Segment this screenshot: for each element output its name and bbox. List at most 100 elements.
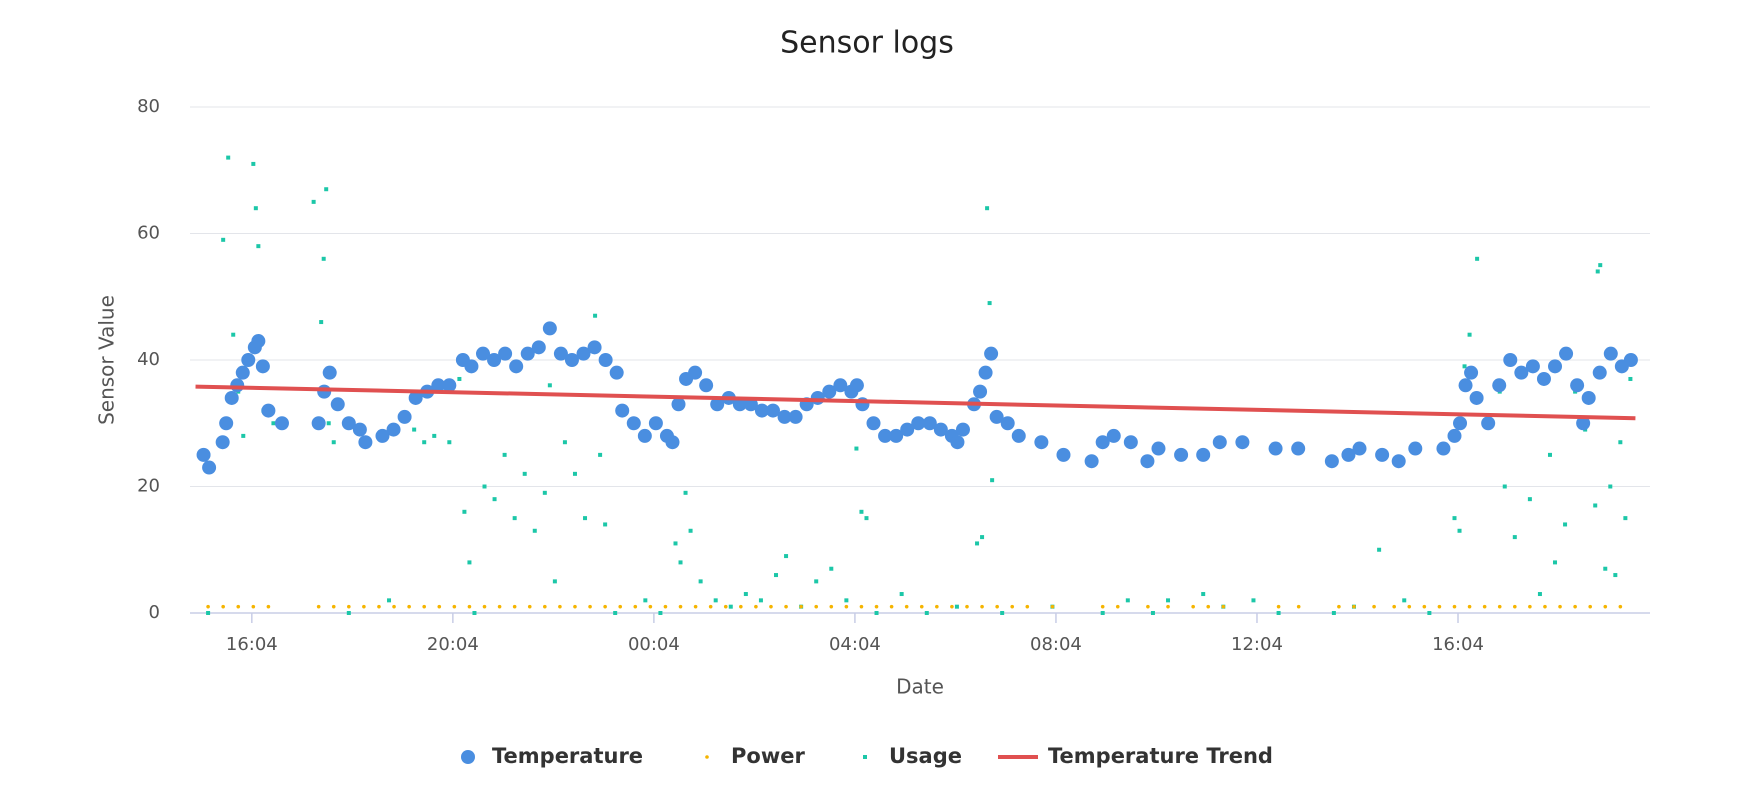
power-point (251, 604, 256, 609)
temperature-point (1056, 447, 1071, 462)
usage-point (844, 598, 849, 603)
temperature-point (1458, 378, 1473, 393)
power-point (331, 604, 336, 609)
usage-point (241, 433, 246, 438)
usage-point (1502, 484, 1507, 489)
usage-point (522, 471, 527, 476)
usage-point (829, 566, 834, 571)
x-tick-label: 20:04 (427, 634, 479, 655)
usage-point (226, 155, 231, 160)
usage-point (593, 313, 598, 318)
temperature-point (788, 409, 803, 424)
usage-point (954, 604, 959, 609)
temperature-point (224, 390, 239, 405)
usage-point (1595, 269, 1600, 274)
temperature-point (235, 365, 250, 380)
temperature-point (1268, 441, 1283, 456)
temperature-point (509, 359, 524, 374)
temperature-point (1341, 447, 1356, 462)
usage-point (1251, 598, 1256, 603)
power-point (995, 604, 999, 609)
temperature-point (1106, 428, 1121, 443)
y-tick-label: 80 (137, 96, 160, 117)
power-point (316, 604, 321, 609)
temperature-point (431, 378, 446, 393)
power-point (512, 604, 517, 609)
power-point (588, 604, 592, 609)
temperature-point (710, 397, 725, 412)
temperature-point (849, 378, 864, 393)
usage-point (1462, 364, 1467, 369)
temperature-point (498, 346, 513, 361)
temperature-point (487, 353, 502, 367)
temperature-point (1196, 447, 1211, 462)
usage-point (975, 541, 980, 546)
usage-point (1608, 484, 1613, 489)
power-point (708, 604, 713, 609)
temperature-point (648, 416, 663, 431)
usage-point (1125, 598, 1130, 603)
power-point (452, 604, 457, 609)
usage-point (462, 509, 467, 514)
legend-label: Power (731, 744, 805, 768)
x-tick-label: 00:04 (628, 634, 680, 655)
power-point (1392, 604, 1396, 609)
x-tick-label: 12:04 (1231, 634, 1283, 655)
power-point (618, 604, 623, 609)
usage-point (467, 560, 472, 565)
usage-point (492, 497, 497, 502)
usage-point (319, 320, 324, 325)
temperature-point (1536, 371, 1551, 386)
temperature-point (317, 384, 332, 399)
power-point (347, 604, 351, 609)
temperature-point (464, 359, 479, 374)
power-point (1407, 604, 1412, 609)
temperature-point (542, 321, 557, 336)
temperature-point (442, 378, 457, 393)
power-point (1166, 604, 1170, 609)
temperature-point (520, 346, 535, 361)
x-tick-label: 16:04 (226, 634, 278, 655)
usage-point (1628, 376, 1633, 381)
x-tick-label: 16:04 (1432, 634, 1484, 655)
y-tick-label: 40 (137, 349, 160, 370)
temperature-point (531, 340, 546, 355)
temperature-point (1464, 365, 1479, 380)
power-point (693, 604, 698, 609)
temperature-point (219, 416, 234, 431)
legend-marker (461, 750, 475, 764)
temperature-point (984, 346, 999, 361)
y-tick-label: 0 (149, 602, 160, 623)
usage-point (1512, 535, 1517, 540)
power-point (527, 604, 532, 609)
temperature-point (699, 378, 714, 393)
usage-point (221, 237, 226, 242)
power-point (1100, 604, 1105, 609)
temperature-point (330, 397, 345, 412)
usage-point (1331, 611, 1336, 615)
usage-point (321, 256, 326, 261)
temperature-point (1481, 416, 1496, 431)
temperature-point (274, 416, 289, 431)
power-point (1221, 604, 1226, 609)
legend-label: Temperature (492, 744, 643, 768)
temperature-point (1011, 428, 1026, 443)
temperature-point (1352, 441, 1367, 456)
usage-point (859, 509, 864, 514)
usage-point (698, 579, 703, 584)
temperature-point (615, 403, 630, 418)
usage-point (1402, 598, 1407, 603)
power-point (889, 604, 894, 609)
temperature-point (1123, 435, 1138, 450)
temperature-point (1408, 441, 1423, 456)
temperature-point (1235, 435, 1250, 450)
temperature-point (1514, 365, 1529, 380)
temperature-point (261, 403, 276, 418)
usage-point (1563, 522, 1568, 527)
power-point (422, 604, 427, 609)
temperature-point (1391, 454, 1406, 469)
power-point (935, 604, 939, 609)
power-point (467, 604, 472, 609)
usage-point (774, 573, 779, 578)
